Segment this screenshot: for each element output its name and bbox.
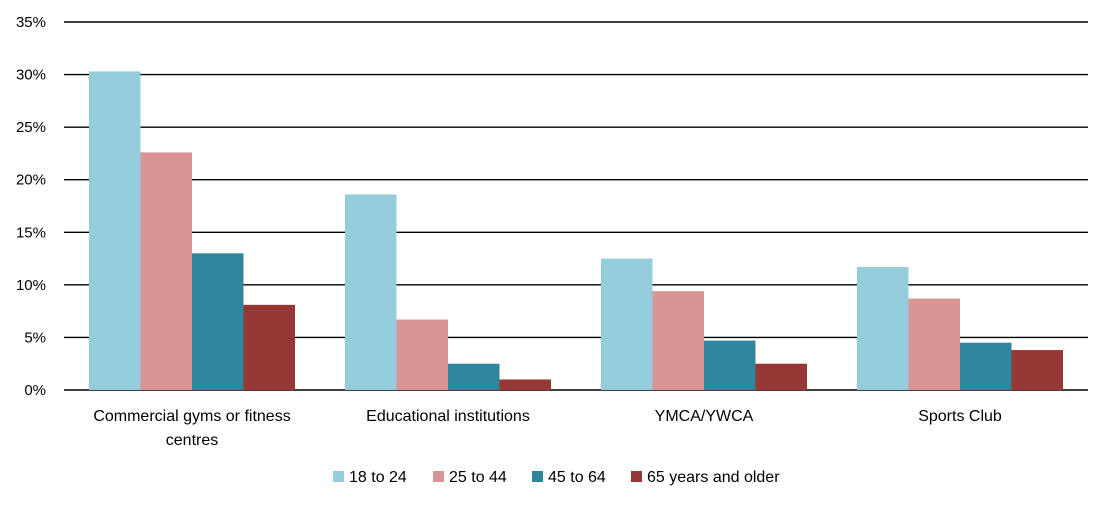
legend-swatch bbox=[631, 471, 642, 482]
legend-label: 45 to 64 bbox=[548, 469, 606, 486]
y-tick-label: 10% bbox=[16, 277, 46, 294]
legend-label: 25 to 44 bbox=[449, 469, 507, 486]
legend-label: 65 years and older bbox=[647, 469, 780, 486]
y-tick-label: 25% bbox=[16, 119, 46, 136]
bar-25-to-44 bbox=[396, 319, 448, 390]
bar-45-to-64 bbox=[704, 340, 756, 390]
bar-65-years-and-older bbox=[499, 379, 551, 390]
y-tick-label: 5% bbox=[24, 329, 46, 346]
x-category-label: Sports Club bbox=[918, 408, 1002, 425]
y-tick-label: 35% bbox=[16, 14, 46, 31]
legend-swatch bbox=[333, 471, 344, 482]
legend-label: 18 to 24 bbox=[349, 469, 407, 486]
bar-45-to-64 bbox=[960, 342, 1012, 390]
bar-25-to-44 bbox=[652, 291, 704, 390]
y-tick-label: 20% bbox=[16, 172, 46, 189]
x-category-label: Commercial gyms or fitness centres bbox=[93, 408, 290, 449]
bar-65-years-and-older bbox=[243, 304, 295, 390]
bar-45-to-64 bbox=[192, 253, 244, 390]
bar-18-to-24 bbox=[345, 194, 397, 390]
bar-18-to-24 bbox=[601, 258, 653, 390]
bar-65-years-and-older bbox=[755, 363, 807, 390]
legend-swatch bbox=[433, 471, 444, 482]
bar-45-to-64 bbox=[448, 363, 500, 390]
x-category-label: YMCA/YWCA bbox=[655, 408, 754, 425]
bar-65-years-and-older bbox=[1011, 350, 1063, 390]
legend-swatch bbox=[532, 471, 543, 482]
bar-25-to-44 bbox=[140, 152, 192, 390]
y-tick-label: 0% bbox=[24, 382, 46, 399]
x-category-label: Educational institutions bbox=[366, 408, 530, 425]
bar-18-to-24 bbox=[89, 71, 141, 390]
bar-25-to-44 bbox=[908, 298, 960, 390]
bar-18-to-24 bbox=[857, 266, 909, 390]
y-tick-label: 15% bbox=[16, 224, 46, 241]
y-tick-label: 30% bbox=[16, 67, 46, 84]
